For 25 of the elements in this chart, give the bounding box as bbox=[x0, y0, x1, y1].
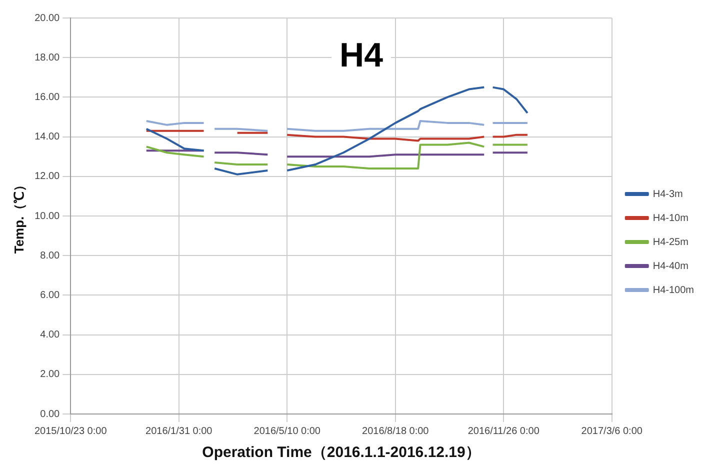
y-tick-label: 4.00 bbox=[40, 330, 60, 341]
y-tick-label: 8.00 bbox=[40, 250, 60, 262]
y-tick-label: 18.00 bbox=[34, 52, 60, 64]
legend-label: H4-25m bbox=[652, 236, 688, 248]
legend-label: H4-3m bbox=[652, 188, 683, 200]
text: H4 bbox=[340, 36, 384, 74]
legend-label: H4-10m bbox=[652, 212, 688, 224]
x-tick-label: 2016/11/26 0:00 bbox=[468, 426, 540, 437]
x-tick-label: 2016/5/10 0:00 bbox=[254, 426, 321, 437]
legend-label: H4-100m bbox=[652, 284, 694, 296]
y-axis-title: Temp.（℃） bbox=[11, 178, 26, 254]
y-tick-label: 12.00 bbox=[34, 171, 60, 182]
x-tick-label: 2017/3/6 0:00 bbox=[581, 426, 643, 437]
y-tick-label: 0.00 bbox=[40, 408, 60, 420]
x-tick-label: 2015/10/23 0:00 bbox=[34, 426, 108, 437]
y-tick-label: 20.00 bbox=[34, 12, 60, 24]
y-tick-label: 2.00 bbox=[40, 369, 60, 380]
y-tick-label: 6.00 bbox=[40, 290, 60, 301]
y-tick-label: 14.00 bbox=[34, 132, 60, 143]
x-tick-label: 2016/1/31 0:00 bbox=[146, 426, 213, 437]
y-tick-label: 16.00 bbox=[34, 92, 60, 103]
legend-label: H4-40m bbox=[652, 260, 688, 272]
x-axis-title: Operation Time（2016.1.1-2016.12.19） bbox=[202, 444, 480, 462]
x-tick-label: 2016/8/18 0:00 bbox=[362, 426, 430, 437]
y-tick-label: 10.00 bbox=[34, 210, 60, 222]
